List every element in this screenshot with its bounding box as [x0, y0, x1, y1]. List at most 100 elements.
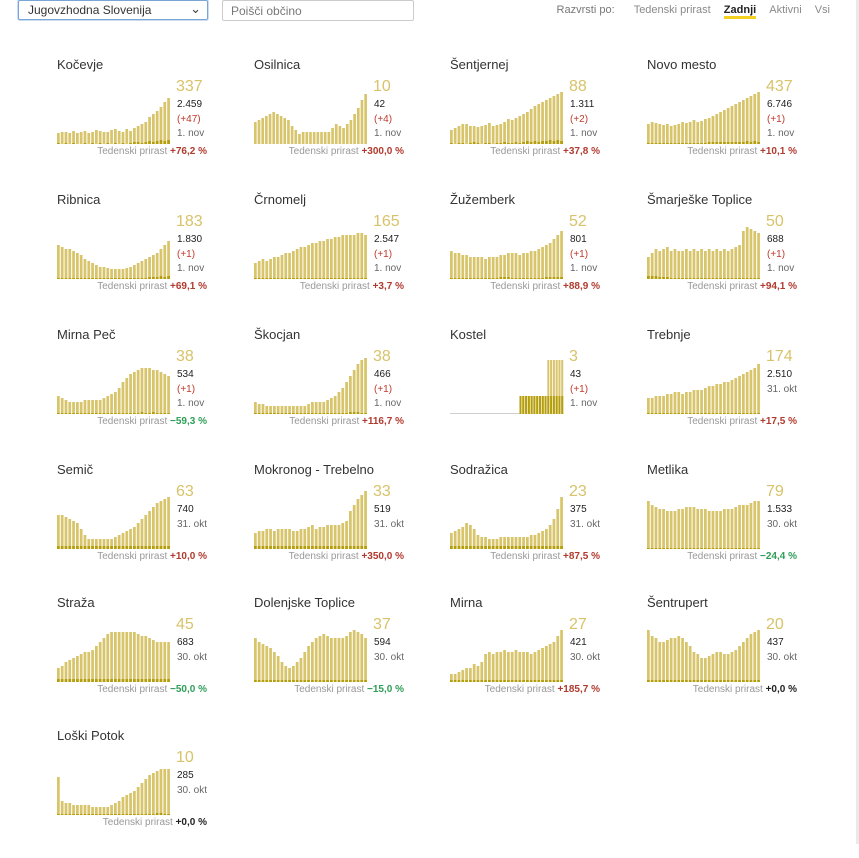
sparkline-new-cases	[64, 413, 68, 414]
sparkline-bar	[79, 402, 83, 414]
sparkline-bar	[254, 122, 257, 144]
total-cases: 519	[374, 504, 391, 515]
municipality-card[interactable]: Dolenjske Toplice 37 594 30. okt Tedenski pr…	[254, 595, 450, 725]
municipality-card[interactable]: Metlika 79 1.533 30. okt Tedenski prirast −2…	[647, 462, 843, 592]
sort-option-active[interactable]: Aktivni	[769, 4, 802, 16]
sparkline-new-cases	[692, 680, 696, 682]
sparkline-new-cases	[257, 278, 261, 279]
municipality-card[interactable]: Črnomelj 165 2.547 (+1) 1. nov Tedenski prira…	[254, 192, 450, 322]
sparkline-bar	[499, 124, 503, 144]
sort-option-latest[interactable]: Zadnji	[723, 4, 757, 19]
municipality-card[interactable]: Mokronog - Trebelno 33 519 31. okt Tedenski …	[254, 462, 450, 592]
municipality-card[interactable]: Sodražica 23 375 31. okt Tedenski prirast +8…	[450, 462, 646, 592]
sparkline-new-cases	[125, 546, 129, 549]
weekly-growth-value: +10,1 %	[760, 146, 797, 157]
sparkline-bar	[79, 529, 83, 549]
municipality-card[interactable]: Žužemberk 52 801 (+1) 1. nov Tedenski prirast…	[450, 192, 646, 322]
sparkline-bar	[715, 249, 719, 279]
sparkline-bar	[499, 652, 503, 682]
sparkline-bar	[480, 257, 484, 279]
sort-option-all[interactable]: Vsi	[814, 4, 830, 16]
sparkline-bar	[102, 807, 106, 815]
sparkline-bar	[167, 769, 170, 815]
sparkline-bar	[685, 123, 688, 144]
sparkline-bar	[152, 370, 155, 414]
active-cases: 23	[569, 483, 587, 500]
municipality-card[interactable]: Kočevje 337 2.459 (+47) 1. nov Tedenski prira…	[57, 57, 253, 187]
sparkline-new-cases	[723, 142, 726, 144]
sparkline-bar	[125, 129, 129, 144]
sparkline-bar	[91, 132, 94, 144]
sparkline-bar	[159, 642, 163, 682]
municipality-card[interactable]: Mirna Peč 38 534 (+1) 1. nov Tedenski prirast…	[57, 327, 253, 457]
sparkline-new-cases	[745, 141, 749, 144]
municipality-card[interactable]: Loški Potok 10 285 30. okt Tedenski prirast …	[57, 728, 253, 858]
sparkline-bar	[715, 114, 719, 144]
sparkline-bar	[121, 382, 125, 414]
municipality-card[interactable]: Trebnje 174 2.510 31. okt Tedenski prirast +…	[647, 327, 843, 457]
sparkline-new-cases	[700, 680, 703, 682]
sparkline-new-cases	[72, 546, 75, 549]
sparkline-new-cases	[98, 143, 102, 144]
municipality-card[interactable]: Šentjernej 88 1.311 (+2) 1. nov Tedenski prir…	[450, 57, 646, 187]
sparkline-bar	[323, 132, 327, 144]
sparkline-new-cases	[647, 680, 650, 682]
sort-option-weekly[interactable]: Tedenski prirast	[633, 4, 711, 16]
sparkline-bar	[666, 640, 669, 682]
sparkline-new-cases	[677, 143, 681, 144]
municipality-card[interactable]: Novo mesto 437 6.746 (+1) 1. nov Tedenski pri…	[647, 57, 843, 187]
region-select[interactable]: Jugovzhodna Slovenija ⌄	[18, 0, 208, 20]
municipality-search-input[interactable]	[222, 0, 414, 21]
sparkline-new-cases	[114, 814, 117, 815]
municipality-card[interactable]: Šentrupert 20 437 30. okt Tedenski prirast +…	[647, 595, 843, 725]
sparkline-new-cases	[114, 546, 117, 549]
sparkline-new-cases	[711, 142, 715, 144]
sparkline-new-cases	[155, 277, 159, 279]
sparkline-new-cases	[711, 680, 715, 682]
municipality-card[interactable]: Osilnica 10 42 (+4) 1. nov Tedenski prirast +…	[254, 57, 450, 187]
sparkline-bar	[102, 132, 106, 144]
sparkline-new-cases	[692, 413, 696, 414]
sparkline-bar	[125, 795, 129, 815]
sparkline-new-cases	[337, 546, 341, 549]
municipality-card[interactable]: Semič 63 740 31. okt Tedenski prirast +10,0 …	[57, 462, 253, 592]
sparkline-bar	[125, 268, 129, 279]
sparkline-new-cases	[734, 278, 738, 279]
sparkline-bar	[711, 386, 715, 414]
sparkline-new-cases	[110, 814, 113, 815]
sparkline-new-cases	[98, 814, 102, 815]
trend-sparkline	[647, 501, 760, 549]
sparkline-bar	[333, 396, 337, 414]
sparkline-bar	[269, 259, 272, 279]
sparkline-new-cases	[106, 679, 110, 682]
weekly-growth-label: Tedenski prirast	[490, 281, 561, 292]
sparkline-new-cases	[129, 413, 132, 414]
municipality-name: Mirna	[450, 595, 483, 610]
sparkline-new-cases	[79, 546, 83, 549]
sparkline-bar	[673, 249, 677, 279]
sparkline-new-cases	[457, 680, 461, 682]
sparkline-bar	[257, 531, 261, 549]
municipality-card[interactable]: Mirna 27 421 30. okt Tedenski prirast +185,7…	[450, 595, 646, 725]
sparkline-bar	[322, 634, 326, 682]
sparkline-bar	[79, 255, 83, 279]
sparkline-new-cases	[757, 142, 760, 144]
sparkline-new-cases	[129, 546, 132, 549]
sparkline-bar	[136, 634, 140, 682]
municipality-card[interactable]: Kostel 3 43 (+1) 1. nov	[450, 327, 646, 457]
municipality-card[interactable]: Škocjan 38 466 (+1) 1. nov Tedenski prirast +…	[254, 327, 450, 457]
sparkline-bar	[314, 402, 318, 414]
scrollbar[interactable]	[856, 0, 859, 844]
sparkline-new-cases	[647, 413, 650, 414]
sparkline-new-cases	[133, 278, 136, 279]
municipality-card[interactable]: Ribnica 183 1.830 (+1) 1. nov Tedenski priras…	[57, 192, 253, 322]
municipality-card[interactable]: Straža 45 683 30. okt Tedenski prirast −50,0…	[57, 595, 253, 725]
municipality-name: Kostel	[450, 327, 487, 342]
sparkline-bar	[60, 801, 64, 815]
sparkline-new-cases	[91, 814, 94, 815]
sparkline-new-cases	[503, 142, 506, 144]
municipality-card[interactable]: Šmarješke Toplice 50 688 (+1) 1. nov Tedenski…	[647, 192, 843, 322]
sparkline-bar	[322, 241, 326, 279]
sparkline-bar	[734, 507, 738, 549]
sparkline-new-cases	[488, 680, 491, 682]
